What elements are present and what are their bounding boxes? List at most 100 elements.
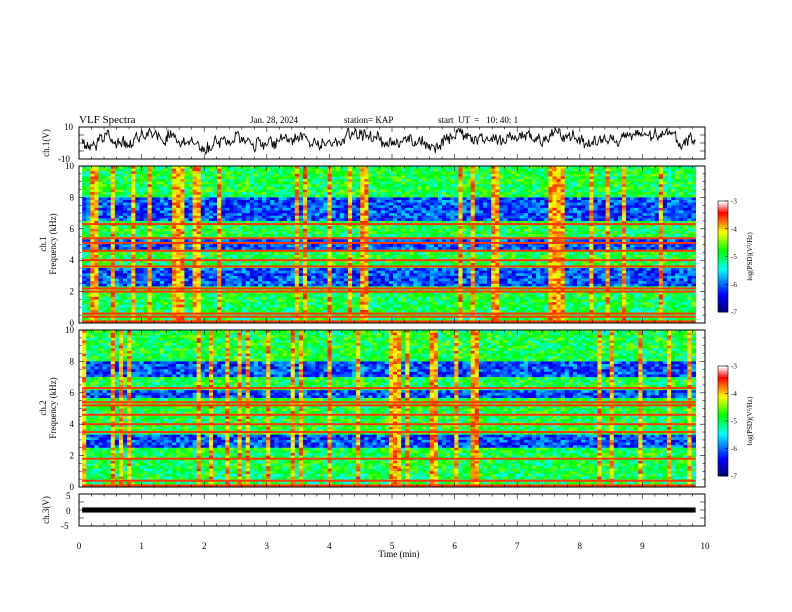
spectrogram-cell <box>466 192 472 196</box>
spectrogram-cell <box>487 207 492 211</box>
spectrogram-cell <box>626 220 631 224</box>
spectrogram-cell <box>593 234 598 238</box>
spectrogram-cell <box>204 218 210 222</box>
spectrogram-cell <box>200 218 206 222</box>
spectrogram-cell <box>687 226 692 230</box>
spectrogram-cell <box>691 213 697 217</box>
spectrogram-cell <box>605 220 611 224</box>
spectrogram-cell <box>188 181 193 185</box>
spectrogram-cell <box>458 220 463 224</box>
spectrogram-cell <box>347 186 353 190</box>
spectrogram-cell <box>98 213 103 217</box>
spectrogram-cell <box>229 200 234 204</box>
spectrogram-cell <box>339 176 345 180</box>
spectrogram-cell <box>515 192 521 196</box>
spectrogram-cell <box>286 213 292 217</box>
spectrogram-cell <box>437 228 443 232</box>
spectrogram-cell <box>123 231 128 235</box>
spectrogram-cell <box>401 179 406 183</box>
spectrogram-cell <box>691 189 697 193</box>
spectrogram-cell <box>192 218 198 222</box>
spectrogram-cell <box>339 228 345 232</box>
spectrogram-cell <box>429 234 435 238</box>
spectrogram-cell <box>290 234 296 238</box>
spectrogram-cell <box>323 173 328 177</box>
spectrogram-cell <box>245 210 251 214</box>
spectrogram-cell <box>347 228 353 232</box>
spectrogram-cell <box>286 202 292 206</box>
spectrogram-cell <box>654 168 660 172</box>
spectrogram-cell <box>184 205 189 209</box>
spectrogram-cell <box>172 197 177 201</box>
spectrogram-cell <box>601 197 607 201</box>
spectrogram-cell <box>343 215 349 219</box>
spectrogram-cell <box>221 247 226 251</box>
spectrogram-cell <box>192 205 198 209</box>
spectrogram-cell <box>233 207 238 211</box>
spectrogram-cell <box>86 247 91 251</box>
spectrogram-cell <box>274 186 279 190</box>
spectrogram-cell <box>315 194 320 198</box>
spectrogram-cell <box>437 181 443 185</box>
spectrogram-cell <box>163 210 169 214</box>
spectrogram-cell <box>307 207 312 211</box>
spectrogram-cell <box>290 194 296 198</box>
spectrogram-cell <box>376 171 382 175</box>
spectrogram-cell <box>527 197 533 201</box>
spectrogram-cell <box>151 239 157 243</box>
spectrogram-cell <box>347 166 353 170</box>
spectrogram-cell <box>470 207 476 211</box>
spectrogram-cell <box>294 210 300 214</box>
spectrogram-cell <box>368 226 373 230</box>
spectrogram-cell <box>605 194 611 198</box>
spectrogram-cell <box>380 197 386 201</box>
spectrogram-cell <box>302 202 308 206</box>
spectrogram-cell <box>90 171 95 175</box>
spectrogram-cell <box>552 189 557 193</box>
spectrogram-cell <box>474 220 480 224</box>
spectrogram-cell <box>437 171 443 175</box>
spectrogram-cell <box>605 186 611 190</box>
spectrogram-cell <box>519 205 525 209</box>
spectrogram-cell <box>282 202 288 206</box>
spectrogram-cell <box>499 218 504 222</box>
spectrogram-cell <box>442 181 447 185</box>
spectrogram-cell <box>221 231 226 235</box>
spectrogram-cell <box>675 166 680 170</box>
spectrogram-cell <box>589 218 594 222</box>
spectrogram-cell <box>323 205 328 209</box>
spectrogram-cell <box>433 213 439 217</box>
spectrogram-cell <box>257 215 263 219</box>
spectrogram-cell <box>200 213 206 217</box>
spectrogram-cell <box>405 228 410 232</box>
spectrogram-cell <box>621 192 627 196</box>
spectrogram-cell <box>315 231 320 235</box>
spectrogram-cell <box>94 226 99 230</box>
spectrogram-cell <box>462 181 467 185</box>
spectrogram-cell <box>515 218 521 222</box>
spectrogram-cell <box>388 171 394 175</box>
spectrogram-cell <box>499 179 504 183</box>
spectrogram-cell <box>163 215 169 219</box>
spectrogram-cell <box>302 186 308 190</box>
spectrogram-cell <box>249 205 255 209</box>
spectrogram-cell <box>135 220 140 224</box>
spectrogram-cell <box>474 247 480 251</box>
spectrogram-cell <box>511 166 517 170</box>
spectrogram-cell <box>568 215 574 219</box>
spectrogram-cell <box>601 213 607 217</box>
spectrogram-cell <box>429 213 435 217</box>
spectrogram-cell <box>249 176 255 180</box>
spectrogram-cell <box>581 220 586 224</box>
spectrogram-cell <box>405 231 410 235</box>
spectrogram-cell <box>147 200 153 204</box>
spectrogram-cell <box>200 197 206 201</box>
spectrogram-cell <box>626 205 631 209</box>
spectrogram-cell <box>114 247 120 251</box>
spectrogram-cell <box>294 234 300 238</box>
spectrogram-cell <box>343 226 349 230</box>
spectrogram-cell <box>458 166 463 170</box>
spectrogram-cell <box>229 202 234 206</box>
spectrogram-cell <box>380 205 386 209</box>
spectrogram-cell <box>429 194 435 198</box>
